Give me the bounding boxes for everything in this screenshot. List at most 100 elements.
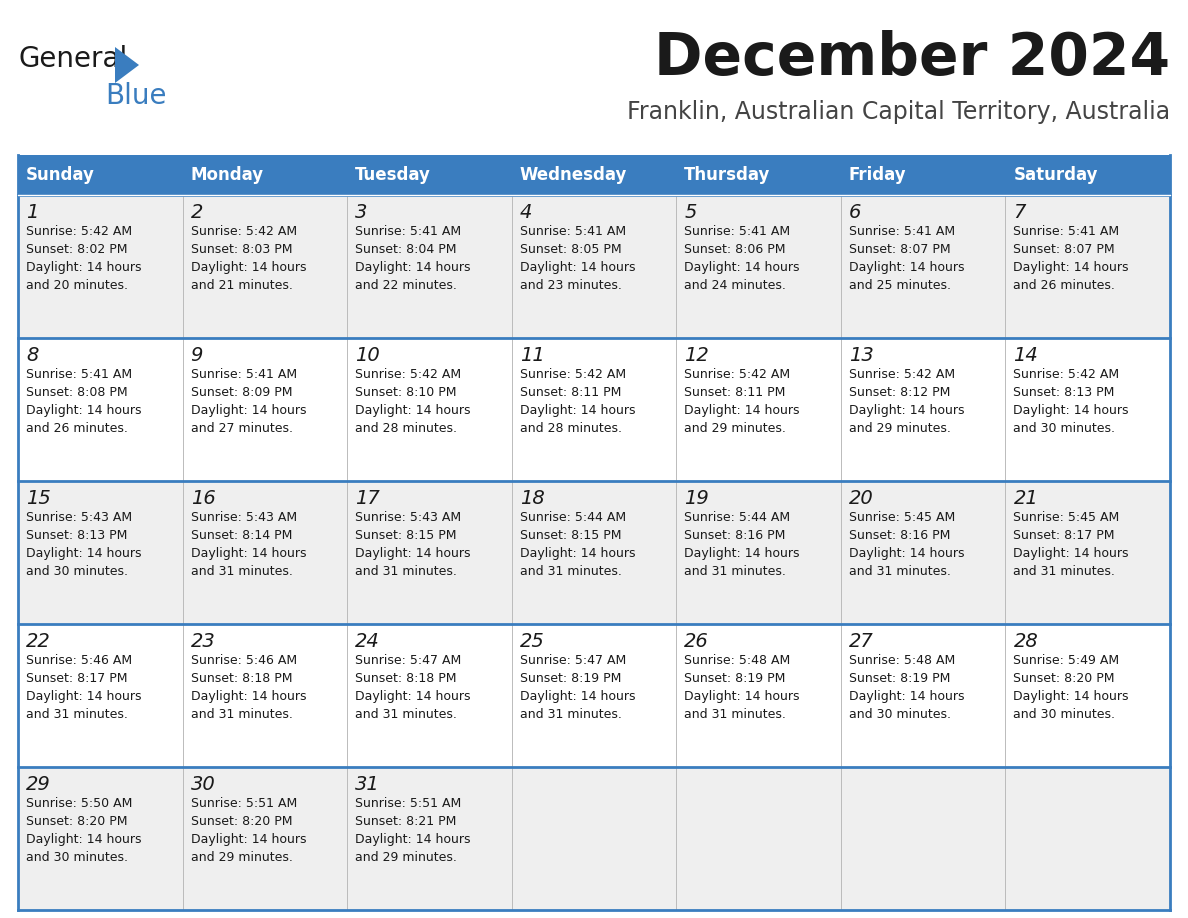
Text: Monday: Monday — [190, 166, 264, 184]
Text: Sunrise: 5:43 AM: Sunrise: 5:43 AM — [26, 511, 132, 524]
Text: Sunrise: 5:42 AM: Sunrise: 5:42 AM — [849, 368, 955, 381]
Text: Sunrise: 5:47 AM: Sunrise: 5:47 AM — [519, 654, 626, 667]
Text: Daylight: 14 hours: Daylight: 14 hours — [519, 404, 636, 417]
Text: Saturday: Saturday — [1013, 166, 1098, 184]
Text: Sunset: 8:14 PM: Sunset: 8:14 PM — [190, 529, 292, 542]
Text: Blue: Blue — [105, 82, 166, 110]
Text: Sunset: 8:20 PM: Sunset: 8:20 PM — [190, 815, 292, 828]
Text: and 31 minutes.: and 31 minutes. — [684, 708, 786, 721]
Text: 27: 27 — [849, 632, 873, 651]
Text: and 31 minutes.: and 31 minutes. — [684, 565, 786, 578]
Polygon shape — [115, 47, 139, 83]
Text: 12: 12 — [684, 346, 709, 365]
Text: Sunset: 8:21 PM: Sunset: 8:21 PM — [355, 815, 456, 828]
Bar — [676, 155, 841, 195]
Bar — [841, 155, 1005, 195]
Text: 7: 7 — [1013, 203, 1025, 222]
Text: Daylight: 14 hours: Daylight: 14 hours — [684, 404, 800, 417]
Text: Sunset: 8:06 PM: Sunset: 8:06 PM — [684, 243, 785, 256]
Text: Daylight: 14 hours: Daylight: 14 hours — [26, 690, 141, 703]
Text: 8: 8 — [26, 346, 38, 365]
Bar — [347, 155, 512, 195]
Text: Sunrise: 5:41 AM: Sunrise: 5:41 AM — [849, 225, 955, 238]
Text: Daylight: 14 hours: Daylight: 14 hours — [1013, 404, 1129, 417]
Text: Sunset: 8:03 PM: Sunset: 8:03 PM — [190, 243, 292, 256]
Text: Daylight: 14 hours: Daylight: 14 hours — [849, 547, 965, 560]
Text: and 29 minutes.: and 29 minutes. — [190, 851, 292, 864]
Text: and 31 minutes.: and 31 minutes. — [190, 708, 292, 721]
Bar — [18, 155, 183, 195]
Text: Sunset: 8:13 PM: Sunset: 8:13 PM — [1013, 386, 1114, 399]
Text: Daylight: 14 hours: Daylight: 14 hours — [26, 404, 141, 417]
Text: Sunrise: 5:46 AM: Sunrise: 5:46 AM — [26, 654, 132, 667]
Text: Sunset: 8:07 PM: Sunset: 8:07 PM — [1013, 243, 1116, 256]
Text: Daylight: 14 hours: Daylight: 14 hours — [355, 547, 470, 560]
Bar — [18, 767, 1170, 910]
Bar — [18, 481, 1170, 624]
Text: Daylight: 14 hours: Daylight: 14 hours — [849, 690, 965, 703]
Text: Daylight: 14 hours: Daylight: 14 hours — [519, 261, 636, 274]
Text: Sunset: 8:19 PM: Sunset: 8:19 PM — [684, 672, 785, 685]
Text: 24: 24 — [355, 632, 380, 651]
Text: Daylight: 14 hours: Daylight: 14 hours — [849, 261, 965, 274]
Text: Sunrise: 5:43 AM: Sunrise: 5:43 AM — [190, 511, 297, 524]
Text: 6: 6 — [849, 203, 861, 222]
Text: Thursday: Thursday — [684, 166, 771, 184]
Bar — [1005, 155, 1170, 195]
Text: Sunrise: 5:51 AM: Sunrise: 5:51 AM — [190, 797, 297, 810]
Text: and 31 minutes.: and 31 minutes. — [849, 565, 950, 578]
Text: December 2024: December 2024 — [653, 30, 1170, 87]
Text: Sunset: 8:09 PM: Sunset: 8:09 PM — [190, 386, 292, 399]
Text: and 26 minutes.: and 26 minutes. — [1013, 279, 1116, 292]
Text: 17: 17 — [355, 489, 380, 508]
Text: Daylight: 14 hours: Daylight: 14 hours — [355, 690, 470, 703]
Text: 22: 22 — [26, 632, 51, 651]
Text: Sunrise: 5:42 AM: Sunrise: 5:42 AM — [190, 225, 297, 238]
Text: Sunset: 8:20 PM: Sunset: 8:20 PM — [26, 815, 127, 828]
Text: Sunset: 8:18 PM: Sunset: 8:18 PM — [190, 672, 292, 685]
Text: 5: 5 — [684, 203, 696, 222]
Text: Daylight: 14 hours: Daylight: 14 hours — [190, 261, 307, 274]
Text: 26: 26 — [684, 632, 709, 651]
Text: Sunset: 8:08 PM: Sunset: 8:08 PM — [26, 386, 127, 399]
Text: Sunrise: 5:45 AM: Sunrise: 5:45 AM — [849, 511, 955, 524]
Text: Sunrise: 5:47 AM: Sunrise: 5:47 AM — [355, 654, 461, 667]
Text: Daylight: 14 hours: Daylight: 14 hours — [684, 261, 800, 274]
Text: Daylight: 14 hours: Daylight: 14 hours — [190, 690, 307, 703]
Text: 16: 16 — [190, 489, 215, 508]
Text: and 22 minutes.: and 22 minutes. — [355, 279, 457, 292]
Text: Sunrise: 5:51 AM: Sunrise: 5:51 AM — [355, 797, 461, 810]
Text: Sunset: 8:15 PM: Sunset: 8:15 PM — [519, 529, 621, 542]
Text: 31: 31 — [355, 775, 380, 794]
Text: and 31 minutes.: and 31 minutes. — [519, 708, 621, 721]
Text: and 30 minutes.: and 30 minutes. — [1013, 708, 1116, 721]
Bar — [18, 338, 1170, 481]
Text: 15: 15 — [26, 489, 51, 508]
Bar — [512, 155, 676, 195]
Text: Sunset: 8:05 PM: Sunset: 8:05 PM — [519, 243, 621, 256]
Text: Sunrise: 5:44 AM: Sunrise: 5:44 AM — [519, 511, 626, 524]
Text: Sunrise: 5:44 AM: Sunrise: 5:44 AM — [684, 511, 790, 524]
Text: Daylight: 14 hours: Daylight: 14 hours — [1013, 261, 1129, 274]
Text: Sunset: 8:15 PM: Sunset: 8:15 PM — [355, 529, 456, 542]
Text: Sunset: 8:13 PM: Sunset: 8:13 PM — [26, 529, 127, 542]
Text: and 30 minutes.: and 30 minutes. — [1013, 422, 1116, 435]
Text: and 20 minutes.: and 20 minutes. — [26, 279, 128, 292]
Text: 25: 25 — [519, 632, 544, 651]
Bar — [183, 155, 347, 195]
Text: Sunrise: 5:41 AM: Sunrise: 5:41 AM — [519, 225, 626, 238]
Text: and 25 minutes.: and 25 minutes. — [849, 279, 950, 292]
Text: Daylight: 14 hours: Daylight: 14 hours — [519, 690, 636, 703]
Text: 19: 19 — [684, 489, 709, 508]
Text: 23: 23 — [190, 632, 215, 651]
Text: 13: 13 — [849, 346, 873, 365]
Text: Sunrise: 5:49 AM: Sunrise: 5:49 AM — [1013, 654, 1119, 667]
Text: Sunrise: 5:46 AM: Sunrise: 5:46 AM — [190, 654, 297, 667]
Text: Friday: Friday — [849, 166, 906, 184]
Text: Sunset: 8:19 PM: Sunset: 8:19 PM — [849, 672, 950, 685]
Text: Daylight: 14 hours: Daylight: 14 hours — [355, 404, 470, 417]
Text: Daylight: 14 hours: Daylight: 14 hours — [355, 261, 470, 274]
Text: 1: 1 — [26, 203, 38, 222]
Text: 3: 3 — [355, 203, 367, 222]
Text: 28: 28 — [1013, 632, 1038, 651]
